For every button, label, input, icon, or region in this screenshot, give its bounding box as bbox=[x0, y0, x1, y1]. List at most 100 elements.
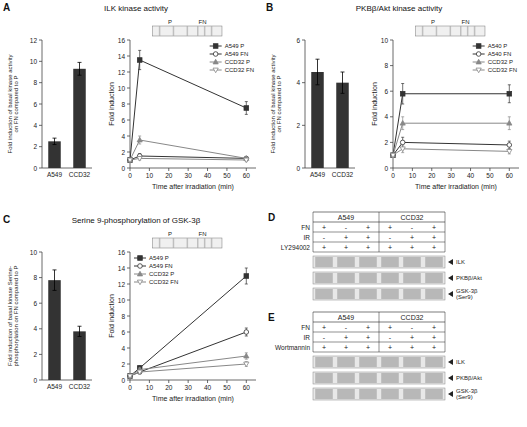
legend-label: CCD32 P bbox=[225, 59, 250, 65]
inset-band bbox=[436, 26, 438, 36]
table-cell: - bbox=[345, 324, 348, 331]
y-tick bbox=[302, 40, 305, 41]
blot-lane bbox=[337, 389, 355, 399]
point bbox=[244, 158, 249, 163]
blot-lane bbox=[337, 257, 355, 267]
y-tick-label: 0 bbox=[384, 165, 388, 172]
blot bbox=[313, 272, 445, 284]
plot-area bbox=[390, 84, 512, 158]
table-cell: + bbox=[366, 344, 370, 351]
blot-lane bbox=[403, 373, 421, 383]
y-tick bbox=[390, 168, 393, 169]
point bbox=[128, 158, 133, 163]
blot-lane bbox=[315, 389, 333, 399]
blot-lane bbox=[359, 257, 377, 267]
x-tick-label: 30 bbox=[185, 384, 193, 391]
blot-arrow bbox=[448, 391, 453, 397]
inset-band bbox=[187, 26, 189, 36]
blot-arrow bbox=[448, 259, 453, 265]
panel-label: B bbox=[266, 2, 273, 13]
inset-blot: PFN bbox=[416, 19, 485, 36]
point bbox=[391, 153, 396, 158]
blot-lane bbox=[381, 289, 399, 299]
panel-label: E bbox=[268, 312, 275, 323]
blot-lane bbox=[315, 289, 333, 299]
x-axis-line bbox=[130, 380, 256, 381]
table-rule bbox=[445, 312, 446, 352]
y-tick bbox=[127, 380, 130, 381]
y-tick-label: 2 bbox=[296, 122, 300, 129]
row-label: FN bbox=[301, 224, 310, 231]
title: ILK kinase activity bbox=[104, 4, 168, 13]
background bbox=[0, 0, 527, 427]
x-tick-label: 30 bbox=[448, 172, 456, 179]
inset-blot: PFN bbox=[153, 231, 222, 248]
y-tick-label: 4 bbox=[33, 325, 37, 332]
column-group: A549 bbox=[338, 214, 354, 221]
text-line: (Ser9) bbox=[456, 394, 473, 400]
blot-table: DA549CCD32FN+-++-+IR-++-++LY294002++++++… bbox=[268, 212, 482, 300]
blot bbox=[313, 372, 445, 384]
legend-marker bbox=[213, 52, 218, 57]
y-tick bbox=[39, 104, 42, 105]
inset-band bbox=[422, 26, 424, 36]
point bbox=[128, 374, 133, 379]
line-chart: 02468101214160102030405060Time after irr… bbox=[108, 19, 257, 191]
legend-marker bbox=[138, 256, 143, 261]
y-tick-label: 0 bbox=[296, 165, 300, 172]
y-tick bbox=[127, 300, 130, 301]
blot-arrow bbox=[448, 275, 453, 281]
series-line bbox=[393, 123, 509, 155]
panel-label: A bbox=[3, 2, 10, 13]
x-tick-label: CCD32 bbox=[332, 171, 354, 178]
y-tick bbox=[39, 354, 42, 355]
point bbox=[137, 137, 142, 142]
y-tick-label: 6 bbox=[33, 300, 37, 307]
table-cell: + bbox=[344, 344, 348, 351]
inset-label: FN bbox=[199, 19, 207, 25]
text-line: Fold induction of basal kinase Serine- bbox=[7, 266, 13, 366]
y-tick bbox=[127, 136, 130, 137]
point bbox=[400, 91, 405, 96]
legend: A540 PA540 FNCCD32 PCCD32 FN bbox=[473, 43, 517, 73]
inset-band bbox=[460, 26, 462, 36]
y-tick-label: 8 bbox=[384, 62, 388, 69]
table-cell: + bbox=[388, 244, 392, 251]
text-line: phosphorylation on FN compared to P bbox=[13, 265, 19, 366]
legend-label: A549 P bbox=[225, 43, 245, 49]
inset-band bbox=[450, 26, 452, 36]
y-tick-label: 4 bbox=[121, 133, 125, 140]
blot-lane bbox=[425, 257, 443, 267]
y-axis-label: Fold induction of basal kinase activityo… bbox=[7, 54, 20, 153]
error-bar bbox=[138, 50, 141, 69]
blot-lane bbox=[403, 389, 421, 399]
blot-lane bbox=[381, 257, 399, 267]
x-tick bbox=[246, 168, 247, 171]
inset-band bbox=[211, 26, 213, 36]
point bbox=[390, 153, 395, 158]
blot-lane bbox=[381, 373, 399, 383]
x-tick-label: 40 bbox=[204, 172, 212, 179]
text-line: on FN compared to P bbox=[276, 75, 282, 132]
table-rule bbox=[379, 212, 380, 252]
x-tick bbox=[149, 168, 150, 171]
legend-marker bbox=[213, 44, 218, 49]
x-tick-label: A549 bbox=[47, 171, 63, 178]
blot-lane bbox=[359, 289, 377, 299]
line-chart: 02468101214160102030405060Time after irr… bbox=[108, 231, 257, 403]
blot-lane bbox=[337, 273, 355, 283]
y-axis-label: Fold induction bbox=[108, 294, 115, 338]
blot-lane bbox=[359, 389, 377, 399]
blot-lane bbox=[359, 373, 377, 383]
series-line bbox=[393, 142, 509, 155]
legend-label: CCD32 FN bbox=[488, 67, 517, 73]
x-axis-label: Time after irradiation (min) bbox=[152, 395, 234, 403]
inset-band bbox=[204, 26, 206, 36]
point bbox=[400, 140, 405, 145]
x-tick bbox=[246, 380, 247, 383]
blot-lane bbox=[315, 357, 333, 367]
y-tick-label: 14 bbox=[118, 265, 126, 272]
y-tick bbox=[390, 40, 393, 41]
blot-label: ILK bbox=[456, 259, 465, 265]
series-line bbox=[130, 332, 246, 376]
